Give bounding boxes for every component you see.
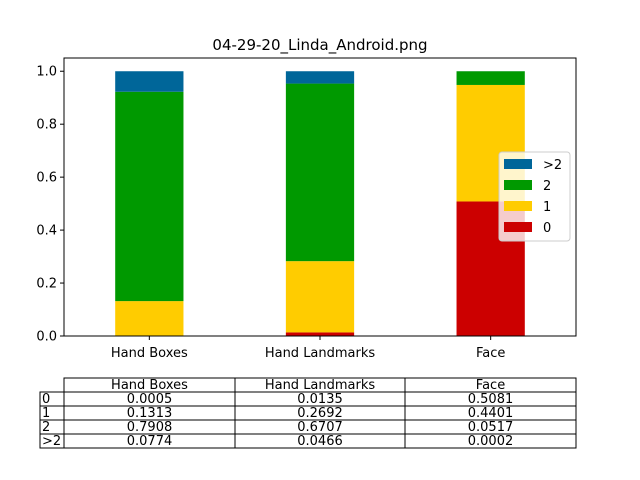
table-cell-value: 0.1313	[127, 406, 173, 421]
legend-box	[498, 151, 571, 242]
y-tick-label: 1.0	[36, 65, 57, 80]
data-table: Hand Boxes Hand Landmarks Face 0 0.0005 0.013…	[39, 377, 577, 449]
table-row-label: 1	[42, 406, 50, 421]
x-tick-label: Hand Landmarks	[265, 346, 376, 361]
legend-swatch	[504, 180, 532, 190]
legend-swatch	[504, 159, 532, 169]
bar-hand-landmarks-series-0	[285, 332, 355, 336]
y-tick-label: 0.8	[36, 118, 57, 133]
x-tick-label: Hand Boxes	[111, 346, 188, 361]
x-axis: Hand Boxes Hand Landmarks Face	[111, 336, 505, 361]
chart-title: 04-29-20_Linda_Android.png	[212, 36, 427, 55]
table-cell-value: 0.0002	[468, 434, 514, 449]
legend-label: 1	[543, 200, 551, 215]
table-row-label: >2	[42, 434, 61, 449]
table-cell-value: 0.0774	[127, 434, 173, 449]
y-axis: 0.0 0.2 0.4 0.6 0.8 1.0	[36, 65, 64, 345]
bar-hand-boxes-series-2	[115, 91, 184, 302]
legend: >2 2 1 0	[498, 151, 571, 242]
table-cell-value: 0.0135	[297, 392, 343, 407]
legend-swatch	[504, 201, 532, 211]
y-tick-label: 0.2	[36, 277, 57, 292]
y-tick-label: 0.4	[36, 224, 57, 239]
bars-group	[115, 71, 525, 336]
legend-label: 0	[543, 221, 551, 236]
bar-hand-landmarks-series-1	[285, 261, 355, 333]
table-cell-value: 0.6707	[297, 420, 343, 435]
table-cell-value: 0.2692	[297, 406, 343, 421]
table-col-label: Face	[476, 378, 505, 393]
bar-hand-landmarks-series-2	[285, 83, 355, 262]
table-cell-value: 0.7908	[127, 420, 173, 435]
table-cell-value: 0.0005	[127, 392, 173, 407]
y-tick-label: 0.0	[36, 330, 57, 345]
table-cell-value: 0.5081	[468, 392, 514, 407]
table-cell-value: 0.0466	[297, 434, 343, 449]
table-row-label: 0	[42, 392, 50, 407]
legend-swatch	[504, 222, 532, 232]
table-cell-value: 0.0517	[468, 420, 514, 435]
table-col-label: Hand Landmarks	[265, 378, 376, 393]
bar-hand-boxes-series-3	[115, 71, 184, 92]
table-cell-value: 0.4401	[468, 406, 514, 421]
table-cell	[404, 433, 577, 449]
x-tick-label: Face	[476, 346, 505, 361]
legend-label: 2	[543, 179, 551, 194]
bar-face-series-2	[456, 71, 525, 85]
legend-label: >2	[543, 158, 562, 173]
y-tick-label: 0.6	[36, 171, 57, 186]
table-col-label: Hand Boxes	[111, 378, 188, 393]
table-row-label: 2	[42, 420, 50, 435]
bar-hand-boxes-series-1	[115, 301, 184, 336]
bar-hand-landmarks-series-3	[285, 71, 355, 84]
